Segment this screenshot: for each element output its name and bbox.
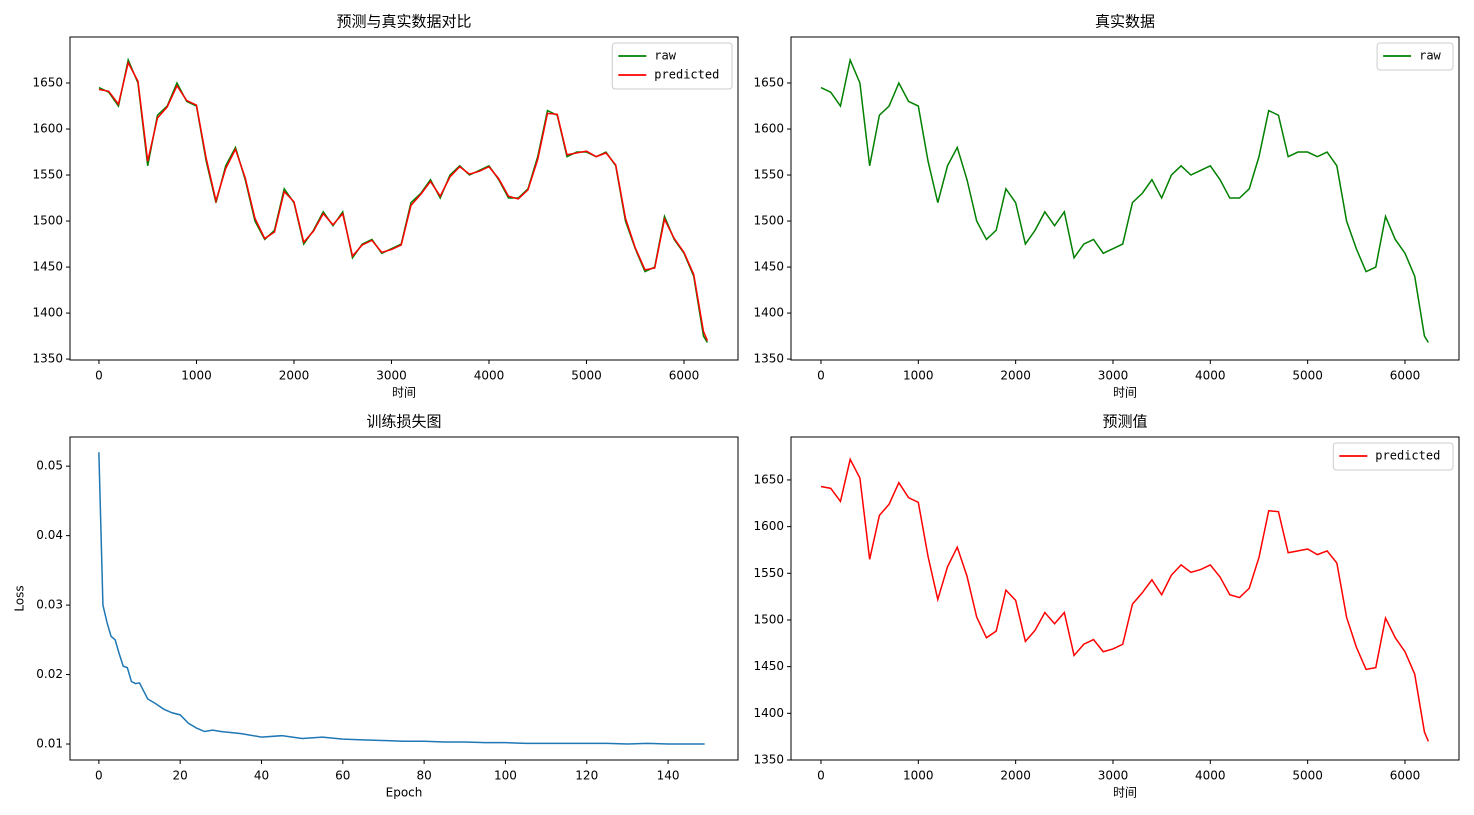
y-tick-label: 1350 xyxy=(753,753,784,767)
x-tick-label: 1000 xyxy=(903,369,934,383)
x-tick-label: 2000 xyxy=(1000,369,1031,383)
x-tick-label: 5000 xyxy=(1292,769,1323,783)
x-tick-label: 60 xyxy=(335,769,350,783)
axes-frame xyxy=(790,36,1460,361)
x-tick-label: 6000 xyxy=(669,369,700,383)
x-tick-label: 4000 xyxy=(474,369,505,383)
y-tick-label: 1400 xyxy=(32,306,63,320)
x-tick-label: 120 xyxy=(575,769,598,783)
y-tick-label: 0.04 xyxy=(36,528,63,542)
y-tick-label: 1500 xyxy=(753,612,784,626)
y-tick-label: 1500 xyxy=(32,214,63,228)
data-line xyxy=(98,452,705,745)
y-tick-label: 1550 xyxy=(32,168,63,182)
x-tick-label: 5000 xyxy=(1292,369,1323,383)
x-tick-label: 5000 xyxy=(571,369,602,383)
y-tick-label: 0.02 xyxy=(36,667,63,681)
axes-frame xyxy=(69,436,739,761)
x-tick-label: 6000 xyxy=(1390,769,1421,783)
x-axis-label: 时间 xyxy=(1113,786,1137,800)
y-tick-label: 1550 xyxy=(753,168,784,182)
x-tick-label: 1000 xyxy=(181,369,212,383)
x-tick-label: 1000 xyxy=(903,769,934,783)
subplot-title: 预测与真实数据对比 xyxy=(336,13,471,31)
y-tick-label: 0.03 xyxy=(36,598,63,612)
x-tick-label: 0 xyxy=(95,769,103,783)
x-tick-label: 4000 xyxy=(1195,369,1226,383)
axes-frame xyxy=(790,436,1460,761)
x-axis-label: 时间 xyxy=(392,386,416,400)
subplot: 0 1000 2000 3000 4000 5000 6000 1350 1400 1450 150… xyxy=(32,13,739,400)
x-tick-label: 80 xyxy=(416,769,431,783)
x-tick-label: 4000 xyxy=(1195,769,1226,783)
x-axis-label: Epoch xyxy=(386,786,423,800)
y-tick-label: 1400 xyxy=(753,706,784,720)
x-tick-label: 2000 xyxy=(1000,769,1031,783)
legend-label: predicted xyxy=(654,68,719,82)
y-tick-label: 1650 xyxy=(753,76,784,90)
subplot: 0 1000 2000 3000 4000 5000 6000 1350 1400 1450 150… xyxy=(753,413,1460,800)
x-tick-label: 140 xyxy=(657,769,680,783)
y-tick-label: 0.05 xyxy=(36,459,63,473)
legend-box xyxy=(1332,442,1454,471)
legend-box xyxy=(1376,42,1454,71)
y-tick-label: 0.01 xyxy=(36,737,63,751)
legend-label: raw xyxy=(1419,49,1441,63)
y-tick-label: 1650 xyxy=(753,472,784,486)
subplot-title: 预测值 xyxy=(1102,413,1147,431)
y-tick-label: 1600 xyxy=(753,122,784,136)
x-tick-label: 3000 xyxy=(376,369,407,383)
y-tick-label: 1350 xyxy=(753,352,784,366)
x-tick-label: 100 xyxy=(494,769,517,783)
y-tick-label: 1450 xyxy=(32,260,63,274)
axes-frame xyxy=(69,36,739,361)
data-line xyxy=(820,457,1430,742)
x-tick-label: 0 xyxy=(95,369,103,383)
y-tick-label: 1400 xyxy=(753,306,784,320)
y-tick-label: 1550 xyxy=(753,566,784,580)
x-axis-label: 时间 xyxy=(1113,386,1137,400)
x-tick-label: 3000 xyxy=(1098,369,1129,383)
legend-label: predicted xyxy=(1375,449,1440,463)
x-tick-label: 40 xyxy=(254,769,269,783)
x-tick-label: 3000 xyxy=(1098,769,1129,783)
subplot: 0 1000 2000 3000 4000 5000 6000 1350 1400 1450 150… xyxy=(753,13,1460,400)
y-tick-label: 1600 xyxy=(753,519,784,533)
data-line xyxy=(820,57,1429,343)
y-tick-label: 1450 xyxy=(753,260,784,274)
subplot-title: 真实数据 xyxy=(1095,13,1155,31)
subplot: 0 20 40 60 80 100 120 140 0.01 0.02 0.03 0.04 0.05 训练… xyxy=(13,413,739,800)
legend-box xyxy=(611,42,733,90)
x-tick-label: 0 xyxy=(817,769,825,783)
y-tick-label: 1650 xyxy=(32,76,63,90)
x-tick-label: 0 xyxy=(817,369,825,383)
x-tick-label: 6000 xyxy=(1390,369,1421,383)
legend-label: raw xyxy=(654,49,676,63)
y-tick-label: 1450 xyxy=(753,659,784,673)
y-tick-label: 1350 xyxy=(32,352,63,366)
data-line xyxy=(98,60,709,341)
x-tick-label: 2000 xyxy=(279,369,310,383)
x-tick-label: 20 xyxy=(173,769,188,783)
y-tick-label: 1600 xyxy=(32,122,63,136)
y-axis-label: Loss xyxy=(13,585,27,611)
subplot-title: 训练损失图 xyxy=(366,413,441,431)
y-tick-label: 1500 xyxy=(753,214,784,228)
